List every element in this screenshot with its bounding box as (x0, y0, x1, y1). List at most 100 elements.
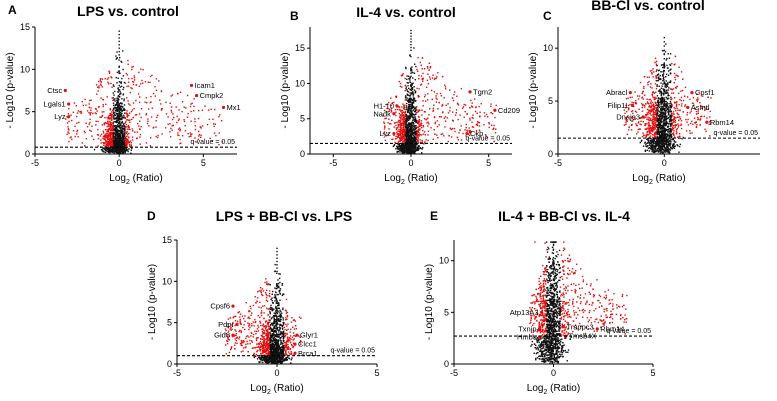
significant-point (645, 114, 647, 117)
panel-c: CBB-Cl vs. controlAbraclFilip1LDnaja3Cps… (528, 0, 760, 186)
significant-point (656, 129, 658, 131)
significant-point (642, 104, 644, 107)
significant-point (107, 120, 109, 122)
nonsignificant-point (663, 100, 665, 102)
nonsignificant-point (405, 67, 407, 70)
nonsignificant-point (121, 110, 123, 112)
significant-point (651, 91, 654, 94)
nonsignificant-point (118, 113, 121, 116)
significant-point (433, 116, 436, 119)
nonsignificant-point (407, 140, 409, 142)
nonsignificant-point (658, 104, 660, 106)
significant-point (689, 132, 691, 134)
significant-point (647, 84, 649, 86)
significant-point (183, 106, 185, 108)
significant-point (686, 121, 688, 123)
nonsignificant-point (397, 143, 399, 145)
nonsignificant-point (668, 143, 670, 145)
nonsignificant-point (407, 125, 410, 127)
significant-point (71, 119, 73, 122)
nonsignificant-point (407, 101, 410, 103)
significant-point (128, 119, 130, 122)
significant-point (212, 118, 214, 120)
nonsignificant-point (410, 152, 413, 154)
nonsignificant-point (408, 138, 410, 140)
significant-point (693, 117, 696, 119)
significant-point (674, 136, 676, 138)
significant-point (194, 121, 196, 123)
nonsignificant-point (664, 65, 666, 67)
significant-point (385, 135, 388, 137)
nonsignificant-point (670, 73, 672, 75)
significant-point (416, 87, 418, 90)
significant-point (685, 118, 687, 121)
significant-point (475, 124, 478, 126)
nonsignificant-point (406, 110, 409, 112)
panel-b: B IL-4 vs. controlH1-10NadkLyzTgm2Cd209Ck… (280, 4, 520, 186)
significant-point (651, 128, 653, 130)
significant-point (102, 136, 105, 138)
nonsignificant-point (121, 61, 123, 63)
significant-point (674, 121, 677, 123)
nonsignificant-point (656, 95, 659, 97)
significant-point (701, 105, 703, 108)
significant-point (436, 98, 438, 100)
nonsignificant-point (667, 131, 669, 133)
significant-point (647, 112, 650, 114)
nonsignificant-point (662, 100, 665, 103)
significant-point (446, 117, 449, 119)
significant-point (76, 130, 78, 133)
nonsignificant-point (122, 128, 124, 130)
nonsignificant-point (407, 144, 409, 147)
significant-point (151, 107, 153, 109)
nonsignificant-point (119, 150, 121, 153)
significant-point (672, 121, 675, 123)
nonsignificant-point (661, 106, 664, 108)
nonsignificant-point (116, 117, 118, 119)
significant-point (637, 98, 640, 100)
nonsignificant-point (669, 80, 672, 82)
panel-title: BB-Cl vs. control (591, 0, 705, 13)
nonsignificant-point (660, 130, 663, 133)
nonsignificant-point (118, 89, 121, 91)
nonsignificant-point (113, 114, 115, 117)
nonsignificant-point (656, 108, 658, 111)
significant-point (396, 132, 398, 134)
significant-point (135, 99, 137, 102)
significant-point (110, 122, 112, 124)
nonsignificant-point (663, 102, 665, 104)
significant-point (176, 121, 178, 124)
significant-point (68, 132, 70, 134)
significant-point (97, 106, 100, 108)
significant-point (431, 98, 433, 101)
significant-point (79, 111, 81, 113)
nonsignificant-point (664, 151, 666, 153)
nonsignificant-point (130, 152, 132, 154)
nonsignificant-point (407, 123, 410, 125)
nonsignificant-point (669, 64, 672, 67)
significant-point (631, 101, 633, 104)
significant-point (103, 135, 105, 137)
significant-point (400, 119, 402, 121)
nonsignificant-point (412, 71, 414, 74)
significant-point (126, 85, 128, 88)
nonsignificant-point (665, 100, 667, 103)
nonsignificant-point (650, 145, 652, 147)
nonsignificant-point (105, 149, 107, 151)
nonsignificant-point (402, 148, 405, 150)
significant-point (135, 114, 138, 116)
nonsignificant-point (410, 143, 412, 146)
nonsignificant-point (406, 114, 408, 117)
gene-label: Cd209 (498, 106, 520, 115)
nonsignificant-point (658, 123, 660, 125)
significant-point (634, 91, 636, 93)
nonsignificant-point (670, 147, 672, 149)
significant-point (638, 95, 641, 97)
nonsignificant-point (408, 108, 410, 110)
nonsignificant-point (413, 129, 415, 131)
significant-point (649, 112, 651, 114)
significant-point (104, 116, 106, 119)
nonsignificant-point (415, 149, 417, 151)
significant-point (632, 112, 634, 115)
significant-point (110, 141, 112, 143)
